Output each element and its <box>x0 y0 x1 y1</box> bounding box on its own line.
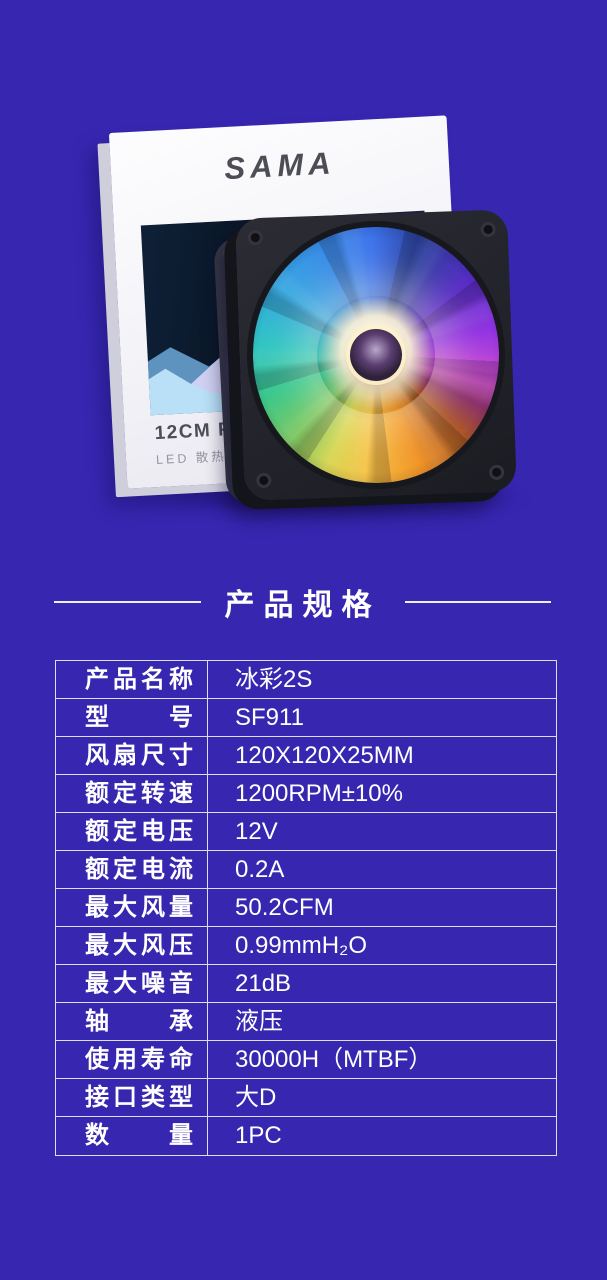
screw-hole-icon <box>222 246 236 260</box>
rgb-fan <box>235 209 517 501</box>
table-row: 使用寿命 30000H（MTBF） <box>56 1041 556 1079</box>
table-row: 接口类型 大D <box>56 1079 556 1117</box>
spec-label: 产品名称 <box>56 661 208 698</box>
spec-value: 50.2CFM <box>235 894 334 921</box>
spec-value: 1200RPM±10% <box>235 780 403 807</box>
spec-value: 0.2A <box>235 856 285 883</box>
spec-value: 12V <box>235 818 278 845</box>
table-row: 额定电压 12V <box>56 813 556 851</box>
spec-label: 额定电流 <box>56 851 208 888</box>
spec-label: 额定转速 <box>56 775 208 812</box>
table-row: 型号 SF911 <box>56 699 556 737</box>
spec-value: 冰彩2S <box>235 666 313 693</box>
spec-label: 接口类型 <box>56 1079 208 1116</box>
spec-label: 数量 <box>56 1117 208 1155</box>
spec-value: 大D <box>235 1084 277 1111</box>
section-title-row: 产品规格 <box>54 584 551 622</box>
spec-label: 风扇尺寸 <box>56 737 208 774</box>
table-row: 最大风量 50.2CFM <box>56 889 556 927</box>
table-row: 额定转速 1200RPM±10% <box>56 775 556 813</box>
table-row: 产品名称 冰彩2S <box>56 661 556 699</box>
spec-label: 最大噪音 <box>56 965 208 1002</box>
spec-value: 液压 <box>235 1008 283 1035</box>
spec-value: 0.99mmH₂O <box>235 932 368 959</box>
table-row: 风扇尺寸 120X120X25MM <box>56 737 556 775</box>
table-row: 最大噪音 21dB <box>56 965 556 1003</box>
spec-label: 最大风量 <box>56 889 208 926</box>
table-row: 最大风压 0.99mmH₂O <box>56 927 556 965</box>
spec-value: 21dB <box>235 970 292 997</box>
table-row: 数量 1PC <box>56 1117 556 1155</box>
spec-label: 最大风压 <box>56 927 208 964</box>
page-title: 产品规格 <box>224 589 381 622</box>
table-row: 额定电流 0.2A <box>56 851 556 889</box>
spec-label: 额定电压 <box>56 813 208 850</box>
spec-label: 轴承 <box>56 1003 208 1040</box>
table-row: 轴承 液压 <box>56 1003 556 1041</box>
spec-table: 产品名称 冰彩2S 型号 SF911 风扇尺寸 120X120X25MM 额定转… <box>55 660 557 1156</box>
spec-value: 1PC <box>235 1122 282 1149</box>
title-divider-left <box>54 601 201 603</box>
spec-value: SF911 <box>235 704 304 731</box>
spec-label: 型号 <box>56 699 208 736</box>
spec-label: 使用寿命 <box>56 1041 208 1078</box>
brand-logo: SAMA <box>223 145 337 187</box>
title-divider-right <box>404 601 551 603</box>
product-photo: SAMA 12CM FANS LED 散热风扇 <box>0 0 607 560</box>
spec-value: 120X120X25MM <box>235 742 414 769</box>
spec-value: 30000H（MTBF） <box>235 1046 433 1073</box>
